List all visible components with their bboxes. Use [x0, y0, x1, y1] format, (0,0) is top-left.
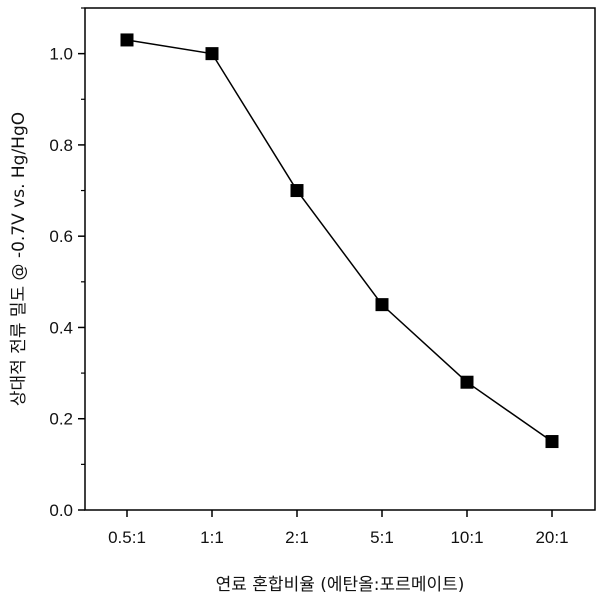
y-tick-label: 1.0 [49, 45, 73, 64]
x-axis-title: 연료 혼합비율 (에탄올:포르메이트) [216, 575, 465, 595]
data-point [120, 33, 134, 47]
x-tick-label: 1:1 [200, 528, 224, 547]
y-tick-label: 0.0 [49, 501, 73, 520]
x-tick-label: 0.5:1 [108, 528, 146, 547]
data-point [545, 435, 559, 449]
data-point [205, 47, 219, 61]
data-point [460, 375, 474, 389]
y-tick-label: 0.4 [49, 318, 73, 337]
data-markers [120, 33, 559, 449]
y-tick-label: 0.8 [49, 136, 73, 155]
series-line [126, 39, 553, 443]
x-tick-label: 20:1 [535, 528, 568, 547]
y-axis: 0.0 0.2 0.4 0.6 0.8 1.0 [49, 7, 85, 520]
y-tick-label: 0.2 [49, 410, 73, 429]
y-axis-title: 상대적 전류 밀도 @ -0.7V vs. Hg/HgO [9, 112, 29, 406]
x-tick-label: 5:1 [370, 528, 394, 547]
x-axis: 0.5:1 1:1 2:1 5:1 10:1 20:1 [108, 510, 569, 547]
plot-frame [84, 7, 596, 511]
y-tick-label: 0.6 [49, 227, 73, 246]
x-tick-label: 2:1 [285, 528, 309, 547]
x-tick-label: 10:1 [450, 528, 483, 547]
data-point [290, 184, 304, 198]
data-point [375, 298, 389, 312]
